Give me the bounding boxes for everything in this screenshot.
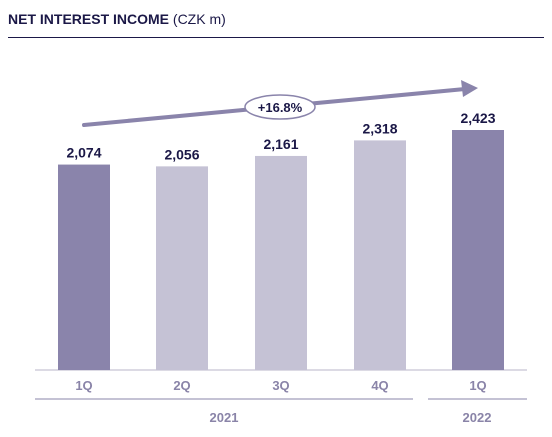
group-label-2021: 2021 (210, 410, 239, 425)
data-label-3: 2,161 (263, 136, 298, 152)
chart-title-unit: (CZK m) (172, 11, 226, 27)
chart-title-main: NET INTEREST INCOME (8, 11, 170, 27)
bar-4 (354, 140, 406, 370)
bar-2 (156, 166, 208, 370)
chart-title: NET INTEREST INCOME (CZK m) (8, 11, 226, 27)
data-label-2: 2,056 (164, 146, 199, 162)
bar-1 (58, 164, 110, 370)
x-tick-label-5: 1Q (469, 378, 486, 393)
title-divider (8, 37, 544, 38)
x-tick-label-4: 4Q (371, 378, 388, 393)
x-tick-label-2: 2Q (173, 378, 190, 393)
growth-arrow-head (461, 80, 478, 97)
data-label-1: 2,074 (66, 145, 101, 161)
growth-badge (244, 94, 316, 120)
data-label-4: 2,318 (362, 120, 397, 136)
x-tick-label-1: 1Q (75, 378, 92, 393)
bar-5 (452, 130, 504, 370)
data-label-5: 2,423 (460, 110, 495, 126)
bar-3 (255, 155, 307, 370)
growth-badge-label: +16.8% (258, 100, 303, 115)
group-label-2022: 2022 (463, 410, 492, 425)
x-tick-label-3: 3Q (272, 378, 289, 393)
